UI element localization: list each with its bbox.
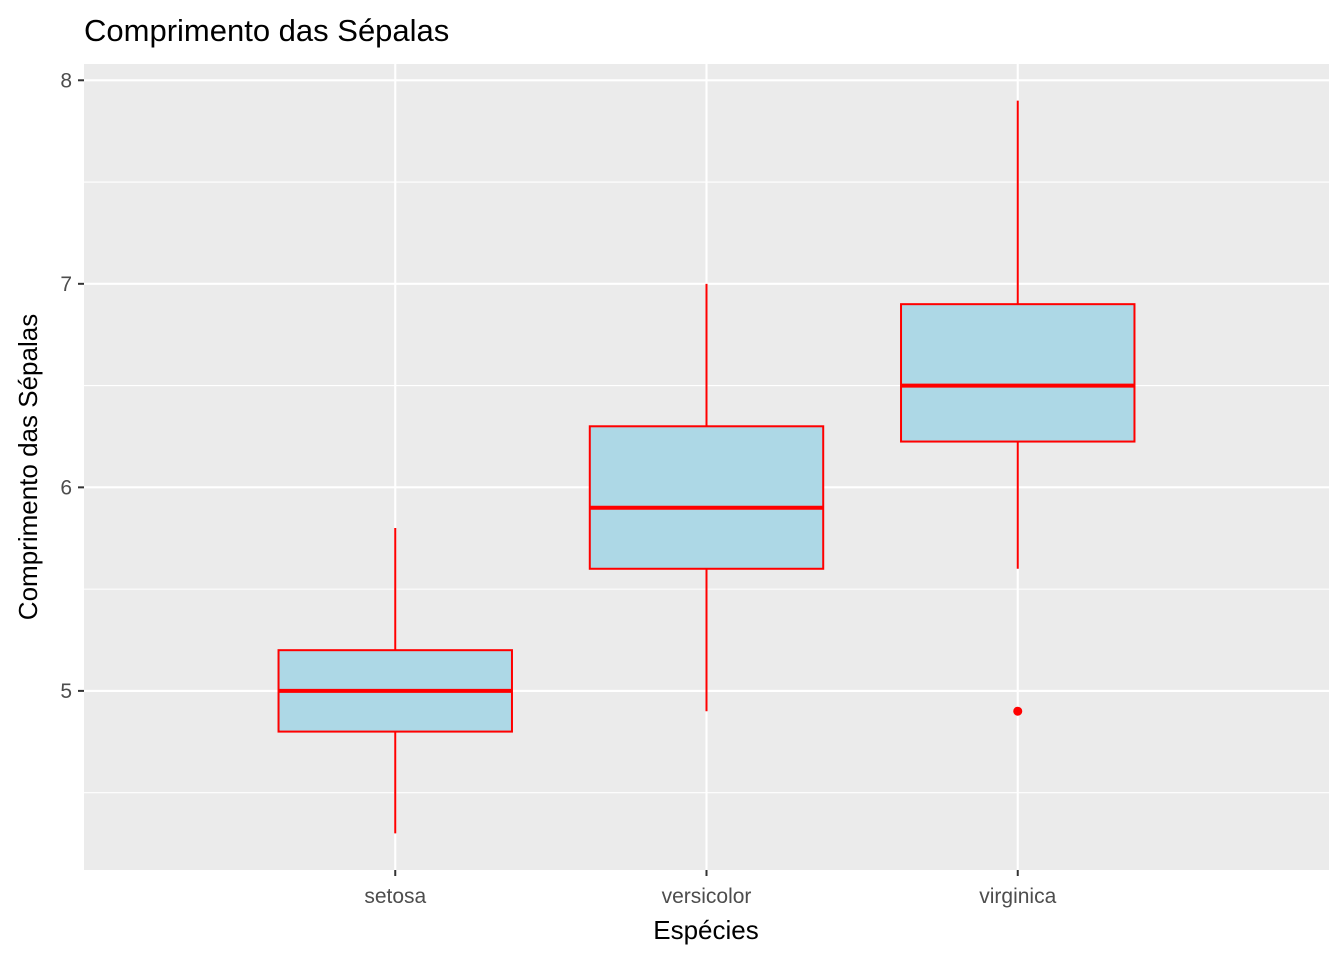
y-axis: 5 6 7 8	[60, 69, 84, 703]
y-tick-label: 7	[60, 273, 72, 296]
box-versicolor	[588, 425, 825, 570]
chart-title: Comprimento das Sépalas	[84, 13, 449, 48]
x-tick-label: setosa	[364, 885, 426, 908]
y-tick-label: 6	[60, 476, 72, 499]
x-tick-label: versicolor	[662, 885, 752, 908]
x-axis: setosa versicolor virginica	[364, 870, 1057, 908]
x-axis-title: Espécies	[653, 915, 759, 945]
y-tick-label: 8	[60, 69, 72, 92]
y-axis-title: Comprimento das Sépalas	[13, 314, 43, 620]
box-virginica	[900, 303, 1136, 443]
outlier-point-virginica	[1013, 706, 1023, 716]
y-tick-label: 5	[60, 680, 72, 703]
boxes-layer	[277, 100, 1136, 834]
x-tick-label: virginica	[979, 885, 1056, 908]
